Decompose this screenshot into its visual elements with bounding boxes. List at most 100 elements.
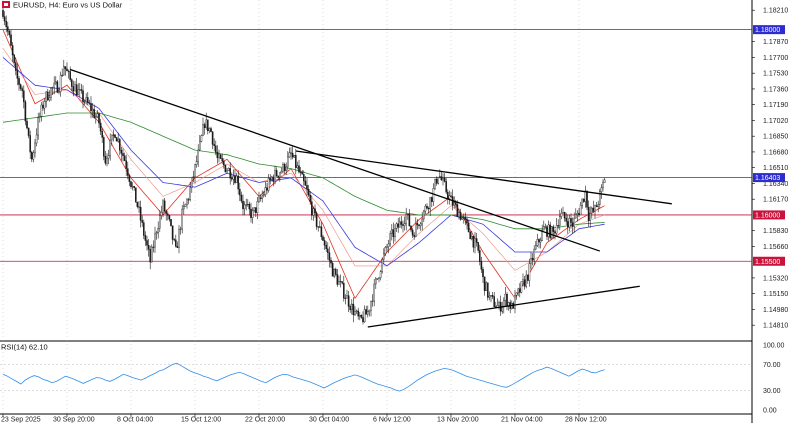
candle-body bbox=[386, 246, 388, 248]
candle-body bbox=[579, 205, 582, 215]
candle-body bbox=[83, 101, 86, 103]
candle-body bbox=[375, 278, 377, 285]
candle-body bbox=[399, 221, 401, 228]
candle-body bbox=[163, 200, 166, 212]
candle-body bbox=[575, 214, 577, 219]
candle-body bbox=[498, 302, 500, 306]
candle-body bbox=[418, 224, 420, 227]
candle-body bbox=[464, 217, 467, 220]
candle-body bbox=[263, 194, 265, 197]
candle-body bbox=[415, 223, 417, 237]
candle-body bbox=[152, 246, 155, 248]
candle-body bbox=[563, 211, 566, 219]
candle-body bbox=[363, 309, 366, 323]
candle-body bbox=[413, 234, 416, 237]
candle-body bbox=[176, 245, 179, 248]
price-tick-label: 1.15150 bbox=[763, 291, 788, 298]
price-tag bbox=[753, 25, 785, 35]
candle-body bbox=[397, 223, 400, 228]
ma-line-fast bbox=[2, 29, 605, 300]
candle-body bbox=[341, 281, 344, 284]
trendline[interactable] bbox=[69, 68, 601, 252]
candle-body bbox=[197, 149, 200, 162]
candle-body bbox=[408, 213, 411, 227]
candle-body bbox=[61, 74, 63, 76]
candle-body bbox=[174, 239, 177, 247]
trendline[interactable] bbox=[295, 150, 672, 205]
candle-body bbox=[360, 314, 363, 318]
candle-body bbox=[288, 152, 291, 158]
candle-body bbox=[535, 245, 537, 250]
candle-body bbox=[18, 78, 20, 85]
candle-body bbox=[138, 206, 140, 208]
candle-body bbox=[24, 101, 27, 122]
candle-body bbox=[3, 16, 6, 22]
candle-body bbox=[166, 213, 169, 216]
candle-body bbox=[376, 278, 379, 280]
price-tag bbox=[753, 173, 785, 183]
candle-body bbox=[74, 84, 76, 92]
candle-body bbox=[427, 207, 430, 210]
price-tag-label: 1.16000 bbox=[755, 212, 780, 219]
candle-body bbox=[392, 229, 395, 238]
candle-body bbox=[170, 219, 172, 226]
candle-body bbox=[506, 293, 508, 307]
candle-body bbox=[210, 128, 212, 133]
candle-body bbox=[182, 206, 185, 210]
candle-body bbox=[94, 116, 97, 119]
candle-body bbox=[125, 160, 127, 169]
candle-body bbox=[503, 300, 505, 307]
candle-body bbox=[445, 181, 448, 193]
candle-body bbox=[86, 97, 89, 104]
candle-body bbox=[447, 191, 449, 199]
candle-body bbox=[530, 258, 532, 264]
candle-body bbox=[250, 208, 252, 218]
candle-body bbox=[293, 155, 296, 158]
candle-body bbox=[66, 68, 68, 72]
candle-body bbox=[267, 178, 270, 191]
candle-body bbox=[565, 217, 567, 222]
candle-body bbox=[307, 188, 310, 196]
trendlines[interactable] bbox=[69, 68, 672, 328]
candle-body bbox=[482, 269, 484, 278]
candle-body bbox=[331, 262, 334, 277]
candle-body bbox=[85, 97, 87, 102]
candle-body bbox=[149, 249, 152, 263]
candle-body bbox=[551, 226, 553, 239]
candle-body bbox=[362, 317, 364, 323]
candle-body bbox=[443, 178, 446, 182]
candle-body bbox=[311, 201, 313, 216]
candle-body bbox=[357, 310, 360, 317]
candle-body bbox=[21, 88, 24, 91]
candle-body bbox=[312, 208, 315, 216]
candle-body bbox=[45, 91, 47, 102]
price-tick-label: 1.16850 bbox=[763, 134, 788, 141]
candle-body bbox=[162, 200, 164, 213]
candle-body bbox=[34, 142, 36, 154]
price-tick-label: 1.16510 bbox=[763, 165, 788, 172]
candle-body bbox=[304, 180, 307, 186]
candle-body bbox=[70, 79, 73, 87]
candle-body bbox=[130, 181, 132, 187]
candle-body bbox=[359, 314, 361, 317]
rsi-level-label: 30.00 bbox=[763, 388, 781, 395]
candle-body bbox=[581, 198, 583, 206]
candle-body bbox=[567, 221, 569, 228]
price-tag bbox=[753, 256, 785, 266]
candle-body bbox=[315, 212, 318, 227]
candle-body bbox=[383, 253, 385, 260]
candle-body bbox=[11, 45, 14, 56]
candle-body bbox=[501, 305, 504, 312]
candle-body bbox=[112, 134, 115, 136]
candle-body bbox=[78, 89, 81, 91]
candle-body bbox=[205, 119, 208, 128]
candle-body bbox=[295, 155, 297, 168]
candle-body bbox=[224, 164, 227, 173]
candle-body bbox=[19, 84, 22, 89]
candle-body bbox=[296, 165, 299, 168]
candle-body bbox=[432, 188, 435, 202]
candle-body bbox=[186, 199, 188, 205]
candle-body bbox=[546, 226, 548, 237]
trendline[interactable] bbox=[367, 285, 640, 328]
